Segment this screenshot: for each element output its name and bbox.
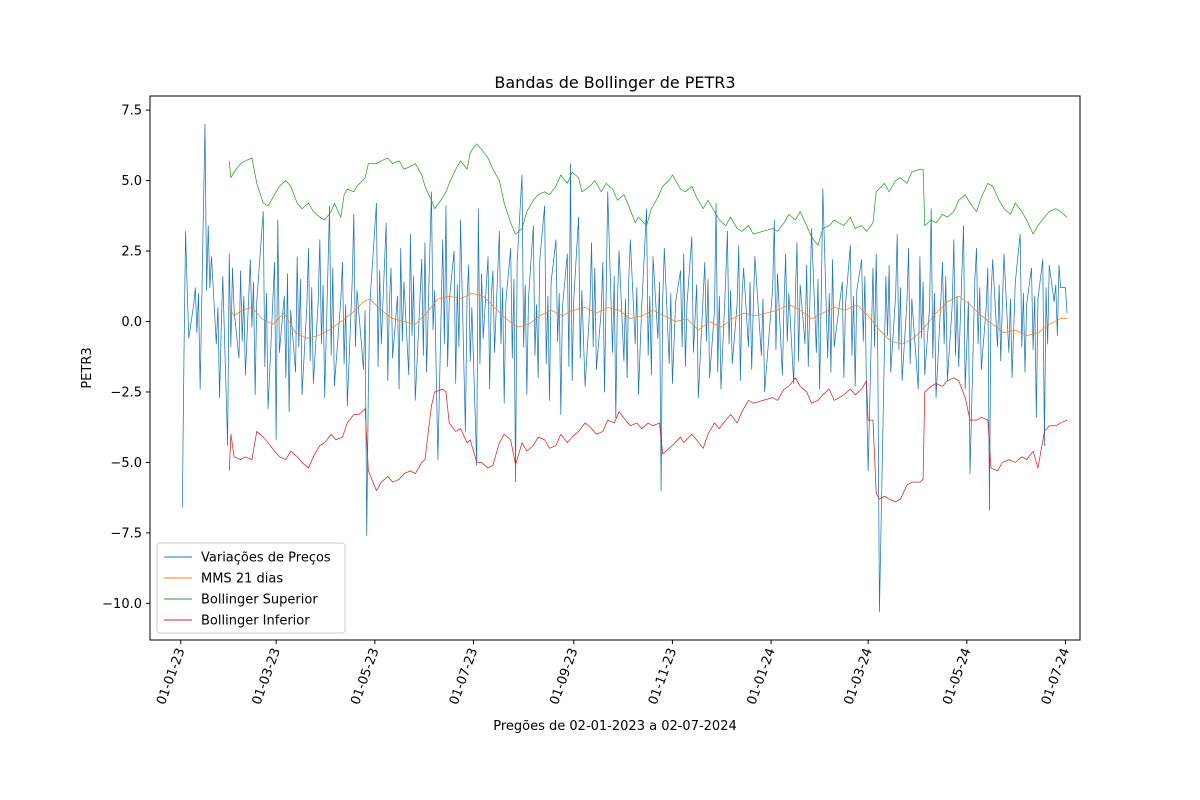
- series-line-2: [228, 143, 1068, 246]
- y-tick-label: 0.0: [121, 315, 142, 330]
- legend-label: MMS 21 dias: [201, 572, 283, 587]
- legend: Variações de Preços MMS 21 dias Bollinger …: [156, 542, 346, 634]
- x-tick-label: 01-07-23: [447, 646, 481, 707]
- y-tick-label: 5.0: [121, 174, 142, 189]
- x-tick-label: 01-09-23: [547, 646, 581, 707]
- x-tick-label: 01-03-24: [842, 646, 876, 707]
- series-line-1: [228, 292, 1068, 345]
- y-tick-label: −7.5: [110, 526, 142, 541]
- plot-area: [149, 95, 1081, 641]
- y-tick-label: 2.5: [121, 245, 142, 260]
- legend-label: Bollinger Superior: [201, 593, 318, 608]
- y-tick-label: −5.0: [110, 456, 142, 471]
- x-tick-label: 01-05-24: [940, 646, 974, 707]
- x-axis-label: Pregões de 02-01-2023 a 02-07-2024: [493, 719, 737, 734]
- x-tick-label: 01-01-23: [154, 646, 188, 707]
- series-line-0: [181, 123, 1068, 613]
- chart-title: Bandas de Bollinger de PETR3: [494, 73, 735, 92]
- y-tick-label: −10.0: [102, 597, 142, 612]
- x-tick-label: 01-03-23: [250, 646, 284, 707]
- x-tick-label: 01-01-24: [745, 646, 779, 707]
- plot-frame: [149, 95, 1081, 641]
- y-tick-label: −2.5: [110, 385, 142, 400]
- legend-label: Bollinger Inferior: [201, 614, 310, 629]
- x-tick-label: 01-11-23: [646, 646, 680, 707]
- y-tick-label: 7.5: [121, 104, 142, 119]
- x-tick-label: 01-07-24: [1039, 646, 1073, 707]
- x-axis: 01-01-23 01-03-23 01-05-23 01-07-23 01-09-23…: [154, 640, 1073, 707]
- series-line-3: [228, 377, 1068, 503]
- y-axis: 7.5 5.0 2.5 0.0 −2.5 −5.0 −7.5 −10.0: [102, 104, 150, 612]
- legend-label: Variações de Preços: [201, 551, 331, 566]
- legend-frame: [156, 542, 346, 634]
- y-axis-label: PETR3: [80, 347, 95, 388]
- series-layer: [181, 123, 1068, 613]
- x-tick-label: 01-05-23: [348, 646, 382, 707]
